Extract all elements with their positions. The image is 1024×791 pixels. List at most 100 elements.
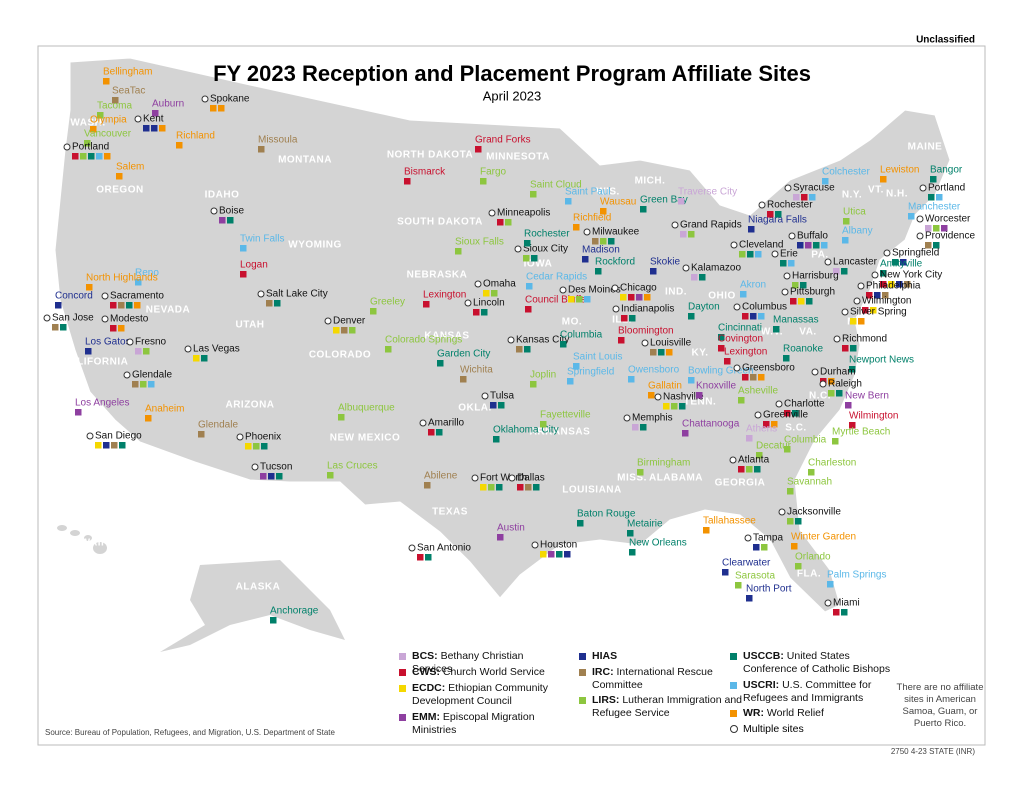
agency-marker — [524, 240, 531, 247]
legend-code: IRC: — [592, 666, 614, 678]
city-label: Auburn — [152, 99, 184, 110]
agency-marker — [95, 442, 102, 449]
state-label: MICH. — [635, 176, 666, 187]
agency-marker — [52, 324, 59, 331]
agency-marker — [787, 518, 794, 525]
city-label: Charleston — [808, 458, 856, 469]
agency-marker — [758, 313, 765, 320]
legend-name: International Rescue Committee — [592, 666, 713, 691]
agency-marker — [821, 242, 828, 249]
city-label: Bismarck — [404, 167, 446, 178]
agency-marker — [788, 260, 795, 267]
agency-marker — [75, 409, 82, 416]
multiple-sites-marker — [916, 232, 924, 240]
multiple-sites-marker — [641, 339, 649, 347]
agency-marker — [88, 153, 95, 160]
city-label: Las Vegas — [193, 344, 240, 355]
multiple-sites-marker — [824, 599, 832, 607]
agency-marker — [773, 326, 780, 333]
legend-item: LIRS: Lutheran Immigration and Refugee S… — [579, 694, 742, 720]
city-label: Worcester — [925, 214, 971, 225]
agency-marker — [140, 381, 147, 388]
city-label: Lexington — [724, 347, 767, 358]
agency-marker — [735, 582, 742, 589]
multiple-sites-marker — [916, 215, 924, 223]
city-label: Portland — [928, 183, 965, 194]
city-label: Owensboro — [628, 365, 680, 376]
city-label: Missoula — [258, 135, 298, 146]
agency-marker — [134, 302, 141, 309]
multiple-sites-marker — [210, 207, 218, 215]
state-label: HAWAII — [66, 538, 105, 549]
city-label: Tucson — [260, 462, 292, 473]
agency-marker — [680, 231, 687, 238]
agency-marker — [576, 296, 583, 303]
state-label: MO. — [562, 317, 582, 328]
multiple-sites-marker — [514, 245, 522, 253]
state-label: CALIFORNIA — [62, 357, 129, 368]
agency-marker — [841, 268, 848, 275]
agency-marker — [60, 324, 67, 331]
agency-marker — [530, 381, 537, 388]
city-label: Wilmington — [849, 411, 898, 422]
state-label: MD. — [847, 317, 867, 328]
city-label: Orlando — [795, 552, 831, 563]
city-label: Grand Rapids — [680, 220, 742, 231]
agency-marker — [941, 225, 948, 232]
city-label: New Bern — [845, 391, 889, 402]
state-label: PA. — [811, 250, 828, 261]
agency-marker — [792, 282, 799, 289]
agency-marker — [699, 274, 706, 281]
legend-code: ECDC: — [412, 682, 446, 694]
city-label: Greensboro — [742, 363, 795, 374]
agency-marker — [240, 245, 247, 252]
state-label: N.H. — [886, 189, 908, 200]
agency-marker — [836, 390, 843, 397]
city-label: Sacramento — [110, 291, 164, 302]
subtitle: April 2023 — [483, 88, 542, 103]
legend-code: USCCB: — [743, 650, 784, 662]
city-label: Des Moines — [568, 285, 621, 296]
agency-marker — [151, 125, 158, 132]
multiple-sites-marker — [464, 299, 472, 307]
agency-marker — [159, 125, 166, 132]
agency-marker — [742, 374, 749, 381]
state-label: ALASKA — [236, 582, 281, 593]
legend-item: IRC: International Rescue Committee — [579, 666, 742, 692]
agency-marker — [112, 97, 119, 104]
agency-marker — [116, 173, 123, 180]
city-label: Louisville — [650, 338, 692, 349]
multiple-sites-marker — [123, 371, 131, 379]
state-label: FLA. — [797, 569, 821, 580]
agency-marker — [104, 153, 111, 160]
legend-name: Ethiopian Community Development Council — [412, 682, 548, 707]
multiple-sites-marker — [754, 411, 762, 419]
legend-item: ECDC: Ethiopian Community Development Co… — [399, 682, 562, 708]
agency-marker — [738, 397, 745, 404]
agency-marker — [258, 146, 265, 153]
city-label: Lewiston — [880, 165, 919, 176]
agency-marker — [755, 251, 762, 258]
agency-marker — [809, 194, 816, 201]
multiple-sites-marker — [471, 474, 479, 482]
agency-marker — [219, 217, 226, 224]
city-label: Richfield — [573, 213, 611, 224]
city-label: Gallatin — [648, 381, 682, 392]
agency-marker — [761, 544, 768, 551]
city-label: Grand Forks — [475, 135, 531, 146]
city-label: Akron — [740, 280, 766, 291]
state-label: MAINE — [908, 142, 943, 153]
agency-marker — [455, 248, 462, 255]
city-label: Reno — [135, 268, 159, 279]
agency-marker — [253, 443, 260, 450]
multiple-sites-marker — [623, 414, 631, 422]
state-label: ALABAMA — [649, 473, 703, 484]
state-label: IOWA — [524, 259, 553, 270]
multiple-sites-marker — [811, 368, 819, 376]
alaska — [160, 560, 345, 652]
agency-marker — [491, 290, 498, 297]
city-label: Tampa — [753, 533, 783, 544]
agency-marker — [783, 355, 790, 362]
agency-marker — [341, 327, 348, 334]
